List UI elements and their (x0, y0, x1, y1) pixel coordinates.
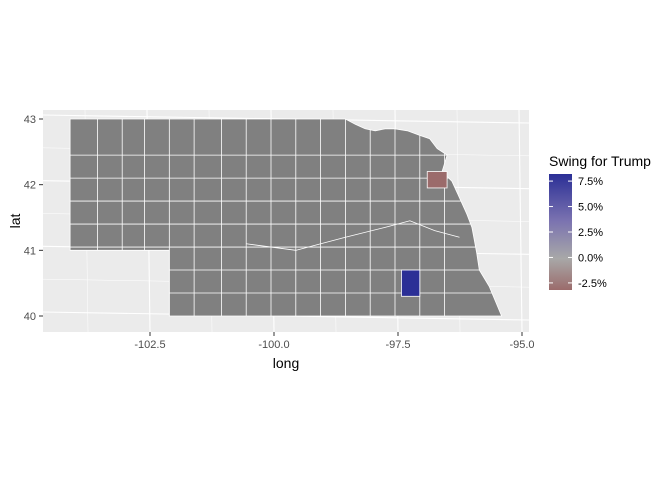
county-borders (70, 119, 502, 316)
x-axis-ticks: -102.5 -100.0 -97.5 -95.0 (134, 332, 535, 351)
x-tick-label: -97.5 (385, 339, 410, 351)
x-tick-label: -100.0 (258, 339, 289, 351)
highlighted-county (401, 269, 421, 297)
legend: Swing for Trump 7.5% 5.0% 2.5% 0.0% -2.5% (549, 153, 651, 290)
y-axis-title: lat (7, 214, 23, 229)
y-tick-label: 42 (24, 180, 36, 192)
y-axis-ticks: 40 41 42 43 (24, 114, 43, 323)
legend-break-label: 7.5% (578, 176, 603, 188)
y-tick-label: 40 (24, 311, 36, 323)
gridline-x (518, 109, 523, 333)
highlighted-county (426, 171, 448, 189)
river-border (246, 220, 460, 251)
legend-break-label: 5.0% (578, 202, 603, 214)
legend-title: Swing for Trump (549, 153, 651, 169)
y-tick-label: 43 (24, 114, 36, 126)
x-axis-title: long (273, 355, 299, 371)
legend-colorbar (549, 174, 572, 290)
legend-break-label: -2.5% (578, 278, 607, 290)
legend-break-label: 0.0% (578, 252, 603, 264)
x-tick-label: -95.0 (509, 339, 534, 351)
legend-breaks: 7.5% 5.0% 2.5% 0.0% -2.5% (549, 176, 607, 290)
highlighted-counties (401, 171, 448, 297)
y-tick-label: 41 (24, 245, 36, 257)
legend-break-label: 2.5% (578, 227, 603, 239)
x-tick-label: -102.5 (134, 339, 165, 351)
